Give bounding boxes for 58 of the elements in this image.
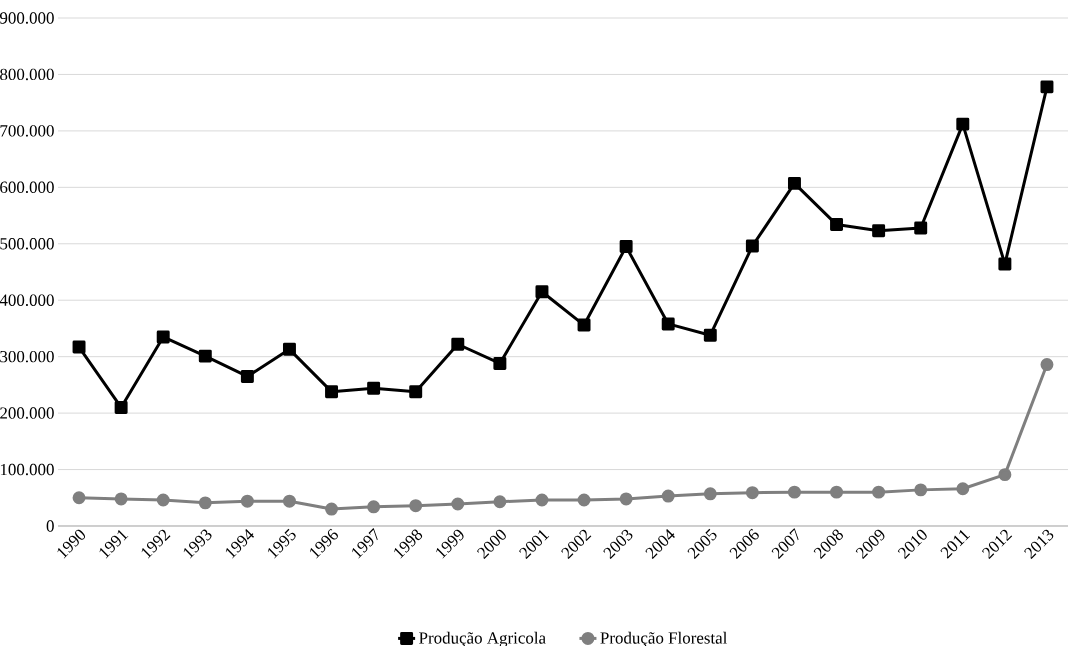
point (198, 349, 212, 363)
y-tick-label: 700.000 (0, 125, 54, 137)
y-tick-label: 100.000 (0, 463, 54, 476)
point (493, 495, 507, 509)
point (703, 328, 717, 342)
point (998, 257, 1012, 271)
point (240, 494, 254, 508)
point (661, 317, 675, 331)
point (409, 499, 423, 513)
point (114, 492, 128, 506)
point (1040, 358, 1054, 372)
point (114, 400, 128, 414)
point (325, 385, 339, 399)
point (282, 494, 296, 508)
point (872, 485, 886, 499)
point (872, 224, 886, 238)
point (619, 240, 633, 254)
point (72, 491, 86, 505)
point (577, 318, 591, 332)
point (493, 356, 507, 370)
y-tick-label: 800.000 (0, 68, 54, 81)
point (956, 117, 970, 131)
point (830, 218, 844, 232)
point (240, 369, 254, 383)
point (409, 385, 423, 399)
y-tick-label: 200.000 (0, 407, 54, 419)
point (998, 468, 1012, 482)
point (367, 500, 381, 514)
point (72, 340, 86, 354)
point (198, 496, 212, 510)
y-tick-label: 400.000 (0, 294, 54, 306)
point (956, 482, 970, 496)
point (661, 489, 675, 503)
y-tick-label: 0 (46, 520, 54, 532)
point (914, 221, 928, 235)
point (535, 285, 549, 299)
point (830, 485, 844, 499)
point (745, 486, 759, 500)
point (745, 239, 759, 253)
point (619, 492, 633, 506)
y-tick-label: 500.000 (0, 238, 54, 250)
point (787, 485, 801, 499)
point (577, 493, 591, 507)
point (367, 381, 381, 395)
point (1040, 80, 1054, 94)
point (451, 337, 465, 351)
point (156, 493, 170, 507)
y-tick-label: 600.000 (0, 181, 54, 194)
point (787, 176, 801, 190)
point (703, 487, 717, 501)
point (451, 497, 465, 511)
y-tick-label: 300.000 (0, 350, 54, 363)
point (535, 493, 549, 507)
point (914, 483, 928, 497)
point (156, 330, 170, 344)
point (282, 342, 296, 356)
y-tick-label: 900.000 (0, 12, 54, 24)
point (325, 502, 339, 516)
